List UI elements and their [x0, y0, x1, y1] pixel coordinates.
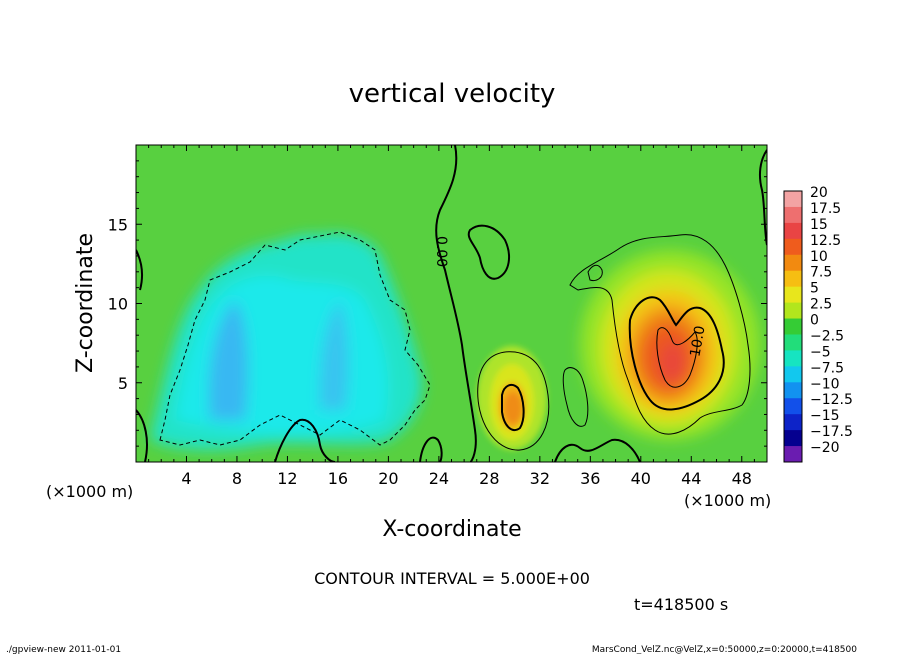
colorbar-swatch: [784, 238, 802, 256]
contour-lines: [136, 145, 767, 462]
colorbar-swatch: [784, 398, 802, 415]
colorbar-label: −17.5: [810, 424, 853, 440]
contour-zero-right: [758, 149, 767, 246]
contour-label-ten: 10.0: [687, 325, 708, 358]
x-tick-label: 48: [732, 469, 752, 488]
contour-10-small: [501, 383, 525, 431]
negative-region: [150, 233, 422, 450]
chart-title: vertical velocity: [349, 79, 556, 109]
contour-5-tall: [562, 367, 589, 427]
colorbar-swatch: [784, 446, 802, 463]
y-tick-label: 5: [118, 374, 128, 393]
positive-region-small: [477, 346, 547, 450]
x-tick-label: 32: [530, 469, 550, 488]
contour-zero-island-1: [467, 224, 511, 280]
y-tick-label: 15: [108, 215, 128, 234]
colorbar-swatch: [784, 350, 802, 367]
colorbar-label: −5: [810, 344, 831, 360]
x-tick-label: 40: [631, 469, 651, 488]
colorbar-frame: [783, 190, 803, 463]
colorbar-swatch: [784, 382, 802, 399]
contour-label-zero: 0.00: [433, 236, 449, 267]
colorbar-swatch: [784, 334, 802, 351]
colorbar-label: 20: [810, 185, 828, 201]
colorbar-label: 17.5: [810, 201, 841, 217]
contour-zero-bottom-2: [419, 436, 443, 462]
colorbar-swatch: [784, 191, 802, 208]
y-axis-ticks: 5 10 15: [108, 160, 767, 447]
contour-zero-left: [136, 249, 148, 462]
colorbar-swatch: [784, 254, 802, 272]
x-tick-label: 4: [181, 469, 191, 488]
contour-zero-bottom-3: [554, 438, 641, 462]
colorbar-swatch: [784, 302, 802, 320]
x-tick-label: 20: [378, 469, 398, 488]
colorbar-swatch: [784, 414, 802, 431]
x-tick-label: 36: [580, 469, 600, 488]
plot-area: 0.00 10.0: [136, 145, 767, 462]
footer-right: MarsCond_VelZ.nc@VelZ,x=0:50000,z=0:2000…: [592, 645, 857, 654]
contour-5-inner-left: [587, 264, 603, 281]
colorbar: 2017.51512.5107.552.50−2.5−5−7.5−10−12.5…: [783, 185, 853, 463]
colorbar-label: −12.5: [810, 392, 853, 408]
x-unit-label-left: (×1000 m): [46, 482, 133, 501]
colorbar-swatch: [784, 318, 802, 335]
colorbar-label: −2.5: [810, 328, 844, 344]
x-tick-label: 12: [277, 469, 297, 488]
x-tick-label: 44: [681, 469, 701, 488]
colorbar-label: 0: [810, 313, 819, 329]
colorbar-swatch: [784, 206, 802, 224]
positive-region-large: [580, 250, 760, 440]
colorbar-label: −7.5: [810, 360, 844, 376]
x-tick-label: 24: [429, 469, 449, 488]
colorbar-swatch: [784, 222, 802, 240]
contour-negative-5: [159, 231, 431, 446]
x-tick-label: 28: [479, 469, 499, 488]
colorbar-label: 2.5: [810, 297, 832, 313]
colorbar-swatch: [784, 366, 802, 383]
colorbar-label: 12.5: [810, 233, 841, 249]
contour-interval-text: CONTOUR INTERVAL = 5.000E+00: [314, 569, 590, 588]
colorbar-label: −15: [810, 408, 840, 424]
x-axis-ticks: 4 8 12 16 20 24 28 32 36 40 44 48: [148, 145, 755, 488]
colorbar-label: −20: [810, 440, 840, 456]
colorbar-swatch: [784, 430, 802, 447]
x-tick-label: 16: [328, 469, 348, 488]
colorbar-label: 15: [810, 217, 828, 233]
y-axis-label: Z-coordinate: [73, 233, 98, 373]
x-tick-label: 8: [232, 469, 242, 488]
colorbar-label: −10: [810, 376, 840, 392]
time-text: t=418500 s: [634, 595, 728, 614]
colorbar-swatch: [784, 270, 802, 288]
contour-15-inner: [656, 327, 698, 388]
colorbar-label: 7.5: [810, 265, 832, 281]
colorbar-label: 5: [810, 281, 819, 297]
y-tick-label: 10: [108, 295, 128, 314]
contour-5-small: [477, 351, 550, 451]
contour-zero-bottom-1: [274, 418, 336, 462]
x-unit-label-right: (×1000 m): [684, 491, 771, 510]
contour-zero-main: [435, 145, 477, 462]
contour-5-large: [569, 234, 751, 435]
footer-left: ./gpview-new 2011-01-01: [6, 645, 121, 654]
colorbar-swatch: [784, 286, 802, 304]
contour-10-large: [628, 296, 725, 411]
x-axis-label: X-coordinate: [382, 517, 521, 542]
colorbar-label: 10: [810, 249, 828, 265]
